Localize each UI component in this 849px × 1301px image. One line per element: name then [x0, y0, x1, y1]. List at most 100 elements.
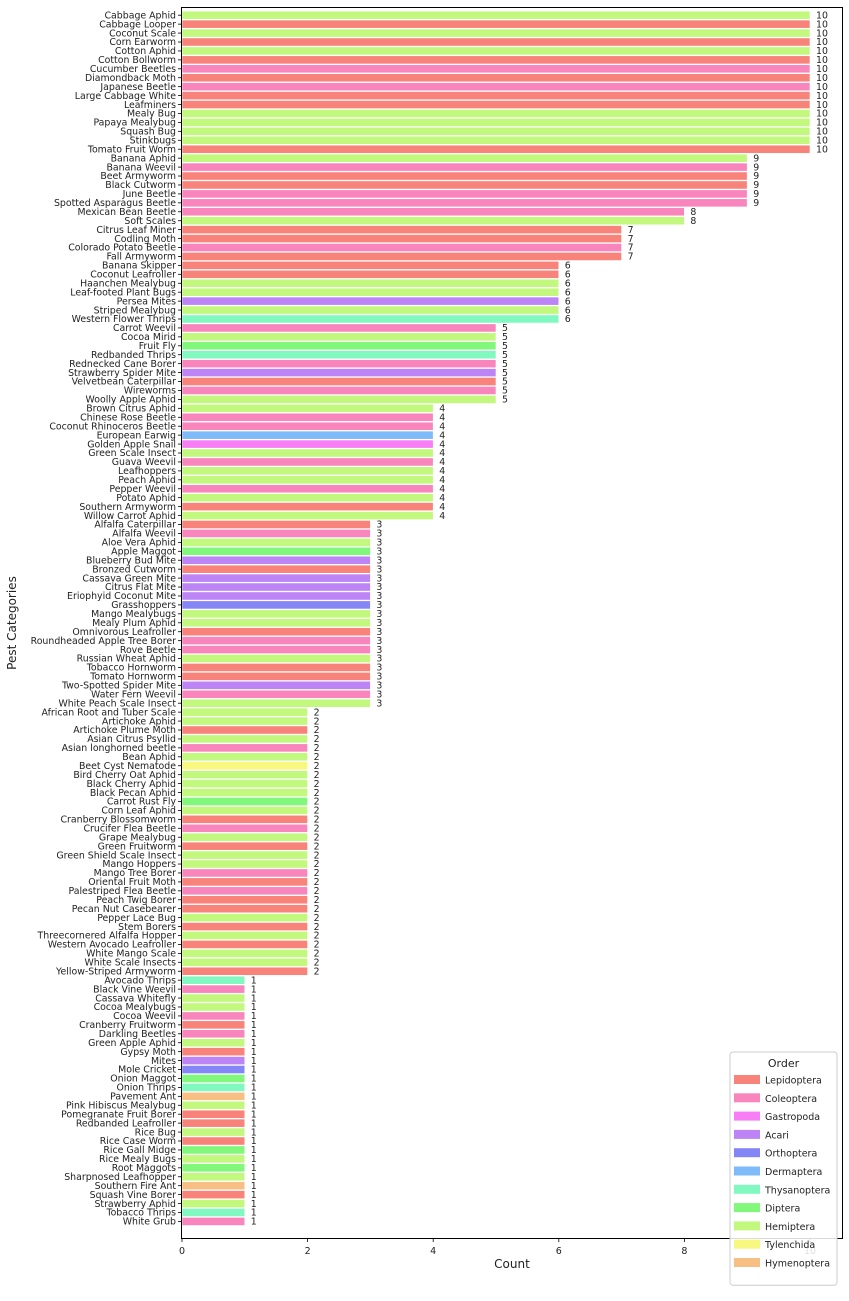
bar: [181, 234, 622, 243]
bar: [181, 609, 371, 619]
bar: [181, 475, 434, 485]
value-label: 4: [439, 511, 445, 522]
y-tick-label: Strawberry Aphid: [94, 1199, 176, 1210]
value-label: 3: [376, 681, 382, 692]
y-tick-label: Gypsy Moth: [120, 1047, 176, 1058]
bar: [181, 377, 497, 386]
bar: [181, 600, 371, 610]
value-label: 4: [439, 430, 445, 441]
value-label: 4: [439, 493, 445, 504]
value-label: 3: [376, 698, 382, 709]
y-tick-label: Rove Beetle: [120, 645, 176, 656]
value-label: 1: [251, 1154, 257, 1165]
bar: [181, 207, 685, 217]
bar: [181, 260, 560, 270]
value-label: 1: [251, 984, 257, 995]
y-tick-label: Golden Apple Snail: [87, 439, 176, 450]
bar: [181, 975, 246, 985]
value-label: 10: [816, 19, 828, 30]
bar: [181, 144, 811, 154]
y-tick-label: Corn Earworm: [109, 37, 176, 48]
y-tick-label: Squash Bug: [120, 127, 176, 138]
value-label: 1: [251, 1217, 257, 1228]
bar: [181, 296, 560, 306]
value-label: 2: [314, 859, 320, 870]
bar: [181, 46, 811, 56]
y-tick-label: Colorado Potato Beetle: [68, 243, 176, 254]
y-tick-label: Black Cutworm: [105, 180, 176, 191]
y-tick-label: Southern Armyworm: [79, 502, 176, 513]
bar: [181, 252, 622, 261]
y-tick-label: Banana Skipper: [102, 261, 176, 272]
y-tick-label: Blueberry Bud Mite: [86, 555, 176, 566]
value-label: 8: [690, 207, 696, 218]
y-tick-label: Water Fern Weevil: [91, 689, 176, 700]
value-label: 2: [314, 761, 320, 772]
bar: [181, 520, 371, 529]
y-tick-label: Tobacco Thrips: [105, 1208, 176, 1219]
value-label: 3: [376, 538, 382, 549]
bar: [181, 707, 308, 717]
value-label: 3: [376, 547, 382, 558]
bar: [181, 904, 308, 914]
y-tick-label: Root Maggots: [112, 1163, 176, 1174]
bar: [181, 1100, 246, 1110]
value-label: 3: [376, 564, 382, 575]
value-label: 5: [502, 377, 508, 388]
value-label: 1: [251, 1190, 257, 1201]
y-tick-label: Cabbage Aphid: [105, 10, 177, 21]
bar: [181, 761, 308, 771]
value-label: 10: [816, 37, 828, 48]
value-label: 9: [753, 189, 759, 200]
bar: [181, 850, 308, 860]
y-tick-label: White Scale Insects: [84, 958, 176, 969]
value-label: 2: [314, 922, 320, 933]
bar: [181, 636, 371, 646]
bar: [181, 1038, 246, 1048]
y-tick-label: Black Pecan Aphid: [90, 788, 176, 799]
value-label: 4: [439, 439, 445, 450]
y-tick-label: June Beetle: [122, 189, 177, 200]
bar: [181, 814, 308, 824]
y-tick-label: Fruit Fly: [139, 341, 177, 352]
y-tick-label: Rice Gall Midge: [103, 1145, 176, 1156]
value-label: 10: [816, 109, 828, 120]
value-label: 3: [376, 591, 382, 602]
value-label: 1: [251, 1011, 257, 1022]
y-tick-label: White Mango Scale: [86, 949, 176, 960]
value-label: 2: [314, 734, 320, 745]
value-label: 10: [816, 135, 828, 146]
bar: [181, 1091, 246, 1101]
y-tick-label: Cotton Bollworm: [98, 55, 176, 66]
y-tick-label: Black Vine Weevil: [93, 984, 176, 995]
y-tick-label: Southern Fire Ant: [95, 1181, 177, 1192]
y-tick-label: Redbanded Leafroller: [76, 1118, 176, 1129]
value-label: 10: [816, 10, 828, 21]
y-tick-label: Leaf-footed Plant Bugs: [70, 287, 176, 298]
value-label: 5: [502, 359, 508, 370]
value-label: 4: [439, 457, 445, 468]
value-label: 3: [376, 689, 382, 700]
bar: [181, 403, 434, 413]
bar: [181, 135, 811, 145]
bar: [181, 269, 560, 279]
value-label: 1: [251, 1020, 257, 1031]
y-tick-label: Mole Cricket: [118, 1065, 176, 1076]
bar: [181, 412, 434, 422]
value-label: 9: [753, 162, 759, 173]
legend-label: Lepidoptera: [765, 1076, 822, 1087]
bar: [181, 1109, 246, 1119]
y-tick-label: Alfalfa Caterpillar: [94, 520, 176, 531]
value-label: 4: [439, 484, 445, 495]
bar: [181, 19, 811, 29]
y-tick-label: Coconut Rhinoceros Beetle: [49, 421, 176, 432]
bar: [181, 689, 371, 699]
y-tick-label: Western Avocado Leafroller: [48, 940, 176, 951]
value-label: 1: [251, 1038, 257, 1049]
bar: [181, 1199, 246, 1208]
y-tick-label: Apple Maggot: [111, 547, 176, 558]
x-axis: 0246810: [179, 1238, 816, 1257]
legend-swatch: [734, 1166, 760, 1176]
legend-label: Gastropoda: [765, 1112, 820, 1123]
